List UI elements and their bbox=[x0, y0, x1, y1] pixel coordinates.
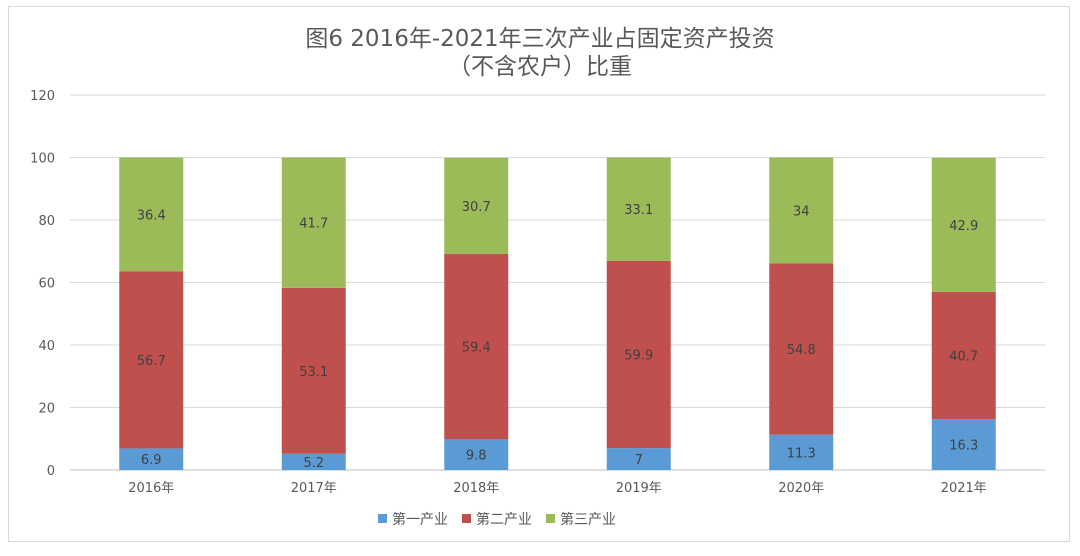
data-label: 36.4 bbox=[137, 208, 166, 223]
data-label: 40.7 bbox=[949, 349, 978, 364]
y-tick-label: 100 bbox=[30, 152, 55, 167]
legend-label: 第二产业 bbox=[476, 511, 532, 528]
data-label: 41.7 bbox=[299, 217, 328, 232]
bar-segment bbox=[931, 291, 996, 420]
data-label: 16.3 bbox=[949, 439, 978, 454]
bar-segment bbox=[444, 253, 509, 440]
bar-segment bbox=[606, 260, 671, 449]
data-label: 59.9 bbox=[624, 349, 653, 364]
x-tick-label: 2018年 bbox=[453, 481, 499, 496]
bar-segment bbox=[444, 439, 509, 470]
data-label: 11.3 bbox=[787, 446, 816, 461]
y-tick-label: 120 bbox=[30, 89, 55, 104]
legend-swatch bbox=[546, 514, 555, 523]
y-tick-label: 60 bbox=[38, 277, 55, 292]
data-label: 9.8 bbox=[466, 449, 487, 464]
y-tick-label: 0 bbox=[47, 464, 55, 479]
data-label: 53.1 bbox=[299, 365, 328, 380]
data-label: 34 bbox=[793, 204, 810, 219]
data-label: 7 bbox=[635, 453, 643, 468]
data-label: 30.7 bbox=[462, 200, 491, 215]
bar-segment bbox=[606, 157, 671, 261]
bar-segment bbox=[606, 448, 671, 470]
data-label: 59.4 bbox=[462, 341, 491, 356]
x-tick-label: 2021年 bbox=[941, 481, 987, 496]
bar-segment bbox=[281, 287, 346, 454]
bar-segment bbox=[444, 157, 509, 254]
bar-segment bbox=[931, 419, 996, 470]
x-tick-label: 2016年 bbox=[128, 481, 174, 496]
chart-title: 图6 2016年-2021年三次产业占固定资产投资 bbox=[305, 26, 774, 52]
y-tick-label: 20 bbox=[38, 402, 55, 417]
bar-segment bbox=[769, 434, 834, 470]
bar-segment bbox=[281, 157, 346, 288]
bar-segment bbox=[931, 157, 996, 292]
data-label: 42.9 bbox=[949, 219, 978, 234]
chart-subtitle: （不含农户）比重 bbox=[448, 54, 632, 80]
x-tick-label: 2020年 bbox=[778, 481, 824, 496]
bar-segment bbox=[769, 157, 834, 264]
data-label: 56.7 bbox=[137, 354, 166, 369]
legend-swatch bbox=[462, 514, 471, 523]
y-tick-label: 80 bbox=[38, 214, 55, 229]
chart-frame bbox=[8, 6, 1070, 542]
data-label: 5.2 bbox=[303, 456, 324, 471]
bar-segment bbox=[119, 271, 184, 449]
x-tick-label: 2019年 bbox=[616, 481, 662, 496]
legend-swatch bbox=[378, 514, 387, 523]
y-tick-label: 40 bbox=[38, 339, 55, 354]
legend-label: 第一产业 bbox=[392, 511, 448, 528]
bar-segment bbox=[769, 263, 834, 435]
bar-segment bbox=[281, 453, 346, 470]
data-label: 6.9 bbox=[141, 453, 162, 468]
data-label: 54.8 bbox=[787, 343, 816, 358]
legend-label: 第三产业 bbox=[560, 511, 616, 528]
x-tick-label: 2017年 bbox=[291, 481, 337, 496]
bar-segment bbox=[119, 157, 184, 272]
data-label: 33.1 bbox=[624, 203, 653, 218]
bar-segment bbox=[119, 448, 184, 470]
